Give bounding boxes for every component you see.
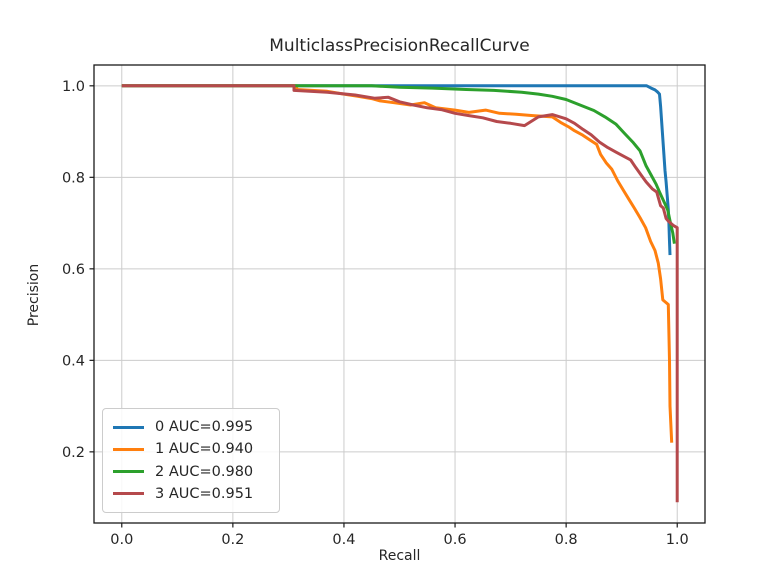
pr-curve-class-3 xyxy=(121,84,679,503)
y-axis-label: Precision xyxy=(26,263,42,327)
x-tick-label: 0.2 xyxy=(221,532,244,548)
y-tick-label: 0.6 xyxy=(62,262,85,278)
x-tick-label: 1.0 xyxy=(666,532,689,548)
pr-curve-class-0 xyxy=(121,84,672,256)
legend-line-swatch-class-1 xyxy=(113,447,144,451)
x-axis-label: Recall xyxy=(378,548,421,564)
pr-curve-class-2 xyxy=(121,84,676,244)
legend-item-class-2: 2 AUC=0.980 xyxy=(113,461,279,483)
y-tick-label: 0.2 xyxy=(62,445,85,461)
legend: 0 AUC=0.995 1 AUC=0.940 2 AUC=0.980 3 AU… xyxy=(102,408,280,513)
y-tick-label: 1.0 xyxy=(62,79,85,95)
plot-border xyxy=(93,64,706,524)
legend-label-class-0: 0 AUC=0.995 xyxy=(155,419,254,435)
legend-label-class-3: 3 AUC=0.951 xyxy=(155,485,254,502)
y-tick-label: 0.4 xyxy=(62,353,85,369)
legend-item-class-1: 1 AUC=0.940 xyxy=(113,438,279,460)
legend-line-swatch-class-2 xyxy=(113,470,144,474)
x-tick-label: 0.4 xyxy=(332,532,355,548)
y-tick-label: 0.8 xyxy=(62,170,85,186)
pr-curve-class-1 xyxy=(121,84,674,443)
curves-group xyxy=(121,84,679,503)
legend-line-swatch-class-0 xyxy=(113,425,144,429)
legend-item-class-0: 0 AUC=0.995 xyxy=(113,416,279,438)
legend-line-swatch-class-3 xyxy=(113,492,144,496)
legend-label-class-1: 1 AUC=0.940 xyxy=(155,441,254,458)
x-tick-label: 0.8 xyxy=(555,532,578,548)
x-tick-label: 0.0 xyxy=(110,532,133,548)
x-tick-label: 0.6 xyxy=(444,532,467,548)
chart-title: MulticlassPrecisionRecallCurve xyxy=(269,36,530,56)
legend-label-class-2: 2 AUC=0.980 xyxy=(155,463,254,480)
legend-item-class-3: 3 AUC=0.951 xyxy=(113,483,279,505)
